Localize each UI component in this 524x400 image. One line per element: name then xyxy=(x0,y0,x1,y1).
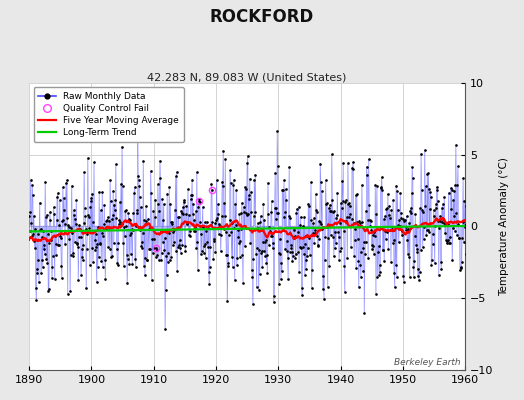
Text: ROCKFORD: ROCKFORD xyxy=(210,8,314,26)
Title: 42.283 N, 89.083 W (United States): 42.283 N, 89.083 W (United States) xyxy=(147,72,347,82)
Y-axis label: Temperature Anomaly (°C): Temperature Anomaly (°C) xyxy=(499,157,509,296)
Legend: Raw Monthly Data, Quality Control Fail, Five Year Moving Average, Long-Term Tren: Raw Monthly Data, Quality Control Fail, … xyxy=(34,87,184,142)
Text: Berkeley Earth: Berkeley Earth xyxy=(394,358,461,367)
